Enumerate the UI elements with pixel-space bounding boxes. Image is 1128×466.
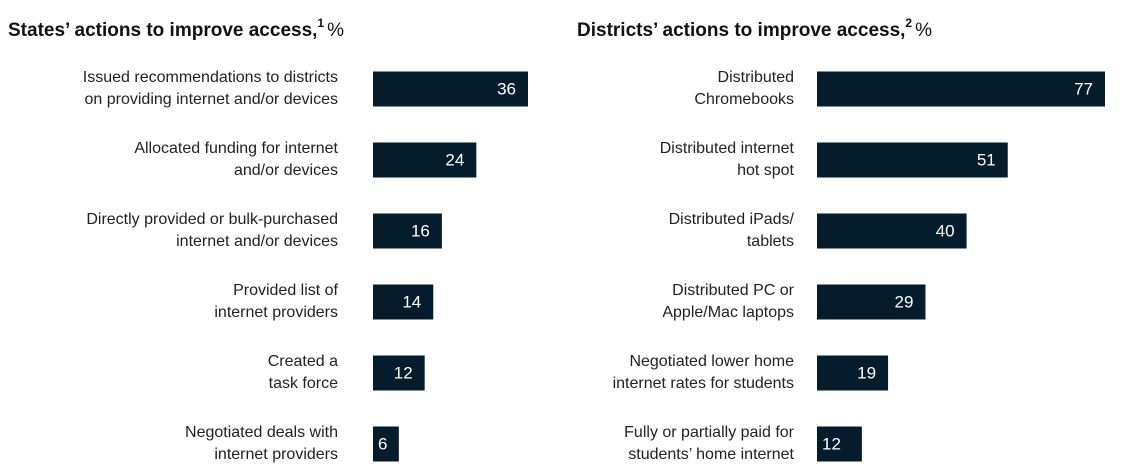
value-label: 29 [895,292,914,311]
value-label: 40 [936,221,955,240]
bar [373,213,442,249]
category-label: Distributed iPads/ [669,211,795,228]
value-label: 77 [1074,79,1093,98]
category-label: Distributed [718,69,794,86]
category-label: internet providers [214,446,338,463]
category-label: Fully or partially paid for [624,424,795,441]
category-label: tablets [747,233,794,250]
bar [817,426,862,462]
title-note: 1 [317,16,324,30]
value-label: 12 [394,363,413,382]
value-label: 51 [977,150,996,169]
category-label: Chromebooks [694,91,794,108]
value-label: 19 [857,363,876,382]
category-label: internet rates for students [613,375,794,392]
category-label: Directly provided or bulk-purchased [86,211,338,228]
category-label: internet providers [214,304,338,321]
value-label: 24 [445,150,464,169]
category-label: Created a [268,353,338,370]
category-label: Apple/Mac laptops [662,304,794,321]
value-label: 14 [402,292,421,311]
category-label: on providing internet and/or devices [85,91,339,108]
bar [373,284,434,320]
bar [373,426,399,462]
title-unit: % [915,20,932,41]
bar [817,142,1008,178]
bar [373,142,477,178]
bar [817,71,1105,107]
title-text: Districts’ actions to improve access, [577,20,905,41]
value-label: 36 [497,79,516,98]
title-unit: % [327,20,344,41]
category-label: task force [269,375,338,392]
category-label: Distributed internet [660,140,795,157]
bar [373,355,425,391]
value-label: 12 [822,434,841,453]
bar [817,213,967,249]
category-label: internet and/or devices [176,233,338,250]
bar [373,71,528,107]
category-label: Issued recommendations to districts [83,69,338,86]
category-label: Distributed PC or [672,282,794,299]
bar [817,355,889,391]
title-note: 2 [905,16,912,30]
title-text: States’ actions to improve access, [8,20,317,41]
category-label: hot spot [737,162,794,179]
category-label: Negotiated lower home [629,353,794,370]
chart-title: States’ actions to improve access,1% [8,16,344,41]
category-label: students’ home internet [628,446,794,463]
bar [817,284,926,320]
category-label: Allocated funding for internet [134,140,338,157]
category-label: Provided list of [233,282,338,299]
chart-title: Districts’ actions to improve access,2% [577,16,932,41]
category-label: and/or devices [234,162,338,179]
category-label: Negotiated deals with [185,424,338,441]
value-label: 16 [411,221,430,240]
value-label: 6 [378,434,387,453]
